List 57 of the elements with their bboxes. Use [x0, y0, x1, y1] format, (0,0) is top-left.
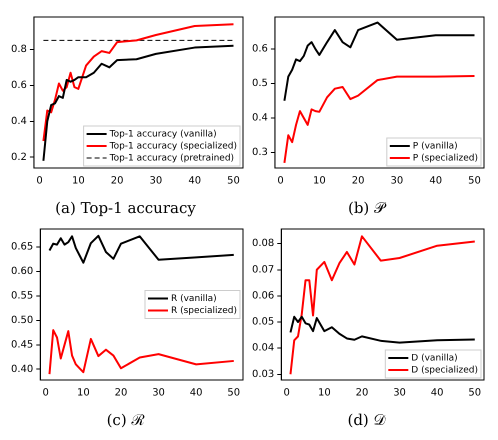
text: (b) 𝒫 — [348, 198, 388, 217]
y-tick-label: 0.55 — [11, 290, 34, 302]
y-tick-label: 0.4 — [252, 112, 268, 124]
text: (d) 𝒟 — [347, 410, 386, 429]
y-tick-label: 0.08 — [252, 238, 274, 250]
y-tick-label: 0.4 — [10, 116, 27, 127]
y-tick-label: 0.65 — [11, 242, 34, 253]
x-tick-label: 20 — [352, 176, 364, 187]
y-tick-label: 0.60 — [11, 266, 34, 278]
y-tick-label: 0.04 — [252, 342, 274, 354]
y-tick-label: 0.45 — [11, 339, 34, 350]
y-tick-label: 0.05 — [252, 316, 274, 328]
x-tick-label: 40 — [429, 176, 442, 187]
x-tick-label: 50 — [227, 388, 240, 399]
y-tick-label: 0.06 — [252, 290, 274, 302]
x-tick-label: 30 — [152, 388, 165, 399]
y-tick-label: 0.40 — [11, 364, 34, 375]
x-tick-label: 10 — [312, 176, 326, 187]
x-tick-label: 30 — [393, 388, 406, 399]
x-tick-label: 20 — [114, 388, 128, 399]
y-tick-label: 0.03 — [252, 368, 274, 380]
legend-label: R (vanilla) — [170, 294, 217, 304]
legend-label: Top-1 accuracy (vanilla) — [108, 129, 217, 140]
x-tick-label: 20 — [110, 176, 124, 187]
legend-label: P (vanilla) — [412, 141, 458, 152]
legend-label: D (specialized) — [411, 365, 478, 376]
x-tick-label: 20 — [356, 388, 368, 399]
text: (a) Top-1 accuracy — [55, 198, 196, 217]
x-tick-label: 50 — [468, 176, 481, 187]
x-tick-label: 50 — [468, 388, 482, 399]
y-tick-label: 0.6 — [252, 44, 268, 55]
x-tick-label: 0 — [284, 388, 290, 399]
legend-label: P (specialized) — [412, 153, 478, 164]
legend-label: R (specialized) — [170, 306, 237, 316]
x-tick-label: 0 — [277, 176, 284, 187]
legend-label: Top-1 accuracy (specialized) — [108, 141, 237, 152]
x-tick-label: 40 — [430, 388, 444, 399]
y-tick-label: 0.6 — [10, 80, 27, 91]
y-tick-label: 0.3 — [252, 147, 268, 158]
x-tick-label: 50 — [227, 176, 240, 187]
x-tick-label: 30 — [390, 176, 404, 187]
y-tick-label: 0.2 — [10, 152, 27, 163]
y-tick-label: 0.50 — [11, 314, 34, 326]
x-tick-label: 0 — [42, 388, 49, 399]
text: (c) ℛ — [106, 410, 144, 429]
legend-label: Top-1 accuracy (pretrained) — [108, 153, 234, 164]
x-tick-label: 0 — [36, 176, 43, 187]
legend-label: D (vanilla) — [411, 353, 458, 364]
x-tick-label: 10 — [72, 176, 85, 187]
x-tick-label: 10 — [318, 388, 331, 399]
x-tick-label: 40 — [190, 388, 203, 399]
y-tick-label: 0.8 — [10, 44, 27, 55]
x-tick-label: 30 — [150, 176, 162, 187]
y-tick-label: 0.07 — [252, 264, 274, 276]
x-tick-label: 40 — [188, 176, 202, 187]
x-tick-label: 10 — [76, 388, 90, 399]
y-tick-label: 0.5 — [252, 78, 268, 90]
